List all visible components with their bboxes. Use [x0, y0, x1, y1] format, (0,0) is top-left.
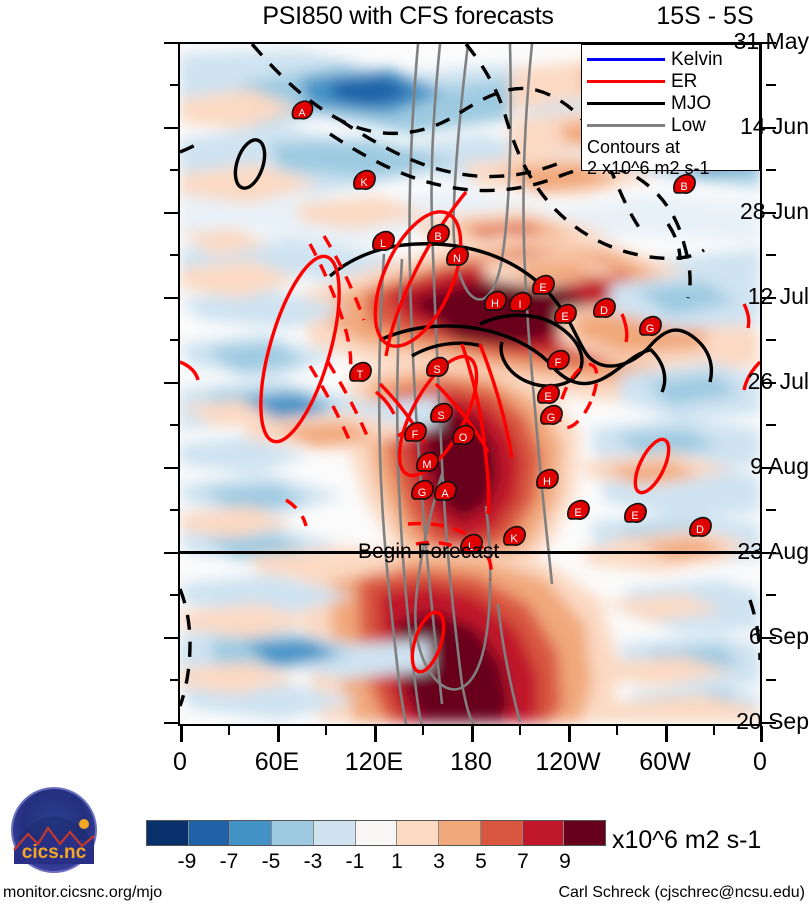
legend-item-er: ER	[587, 70, 754, 92]
colorbar-label-5: 1	[391, 850, 403, 873]
svg-text:F: F	[412, 429, 419, 441]
y-tick-label-7: 6 Sep	[748, 623, 809, 649]
y-tick-label-4: 26 Jul	[747, 368, 809, 394]
svg-text:K: K	[360, 177, 368, 189]
svg-text:T: T	[357, 369, 364, 381]
svg-text:E: E	[574, 507, 581, 519]
logo-text: cics.nc	[22, 842, 87, 863]
svg-text:H: H	[491, 298, 499, 310]
x-tick-label-6: 0	[753, 748, 767, 776]
x-tick-label-5: 60W	[639, 748, 691, 776]
svg-text:B: B	[680, 181, 687, 193]
x-tick-label-0: 0	[173, 748, 187, 776]
svg-text:H: H	[543, 476, 551, 488]
colorbar[interactable]: -9 -7 -5 -3 -1 1 3 5 7 9	[146, 820, 606, 873]
svg-text:E: E	[631, 510, 638, 522]
colorbar-label-6: 3	[433, 850, 445, 873]
legend-item-low: Low	[587, 114, 754, 136]
low-line-swatch	[587, 123, 665, 127]
er-contours-solid	[180, 190, 760, 674]
legend-label-low: Low	[671, 114, 706, 136]
colorbar-cell-5	[355, 821, 398, 845]
colorbar-cell-0	[147, 821, 189, 845]
y-tick-label-8: 20 Sep	[736, 708, 809, 734]
x-tick-label-1: 60E	[254, 748, 300, 776]
svg-text:G: G	[547, 412, 556, 424]
svg-text:A: A	[441, 488, 449, 500]
colorbar-label-2: -5	[261, 850, 281, 873]
legend-label-kelvin: Kelvin	[671, 48, 723, 70]
colorbar-label-7: 5	[475, 850, 487, 873]
svg-text:G: G	[646, 323, 655, 335]
colorbar-cell-4	[313, 821, 356, 845]
begin-forecast-label: Begin Forecast	[358, 540, 500, 563]
svg-text:L: L	[380, 238, 386, 250]
legend-item-mjo: MJO	[587, 92, 754, 114]
colorbar-cell-10	[564, 821, 606, 845]
svg-text:I: I	[518, 299, 521, 311]
svg-text:F: F	[555, 357, 562, 369]
cics-nc-logo[interactable]: cics.nc	[8, 786, 112, 874]
begin-forecast-line	[180, 551, 760, 554]
y-tick-label-5: 9 Aug	[750, 453, 809, 479]
y-tick-label-6: 23 Aug	[737, 538, 809, 564]
x-tick-label-3: 180	[450, 748, 492, 776]
title-bar: PSI850 with CFS forecasts 15S - 5S	[0, 0, 809, 34]
svg-text:S: S	[437, 410, 444, 422]
svg-text:S: S	[433, 364, 440, 376]
colorbar-units: x10^6 m2 s-1	[612, 826, 762, 854]
y-tick-label-2: 28 Jun	[739, 198, 809, 224]
svg-text:B: B	[434, 231, 441, 243]
colorbar-label-1: -7	[219, 850, 239, 873]
colorbar-cell-9	[522, 821, 565, 845]
footer-author: Carl Schreck (cjschrec@ncsu.edu)	[558, 884, 805, 901]
x-tick-label-4: 120W	[535, 748, 601, 776]
svg-text:E: E	[561, 311, 568, 323]
er-line-swatch	[587, 79, 665, 83]
colorbar-cell-2	[230, 821, 273, 845]
svg-text:A: A	[299, 108, 306, 119]
svg-text:M: M	[422, 459, 431, 471]
svg-text:E: E	[539, 282, 546, 294]
svg-text:E: E	[544, 391, 551, 403]
hovmoller-plot[interactable]: A B C B K	[178, 42, 762, 726]
colorbar-cell-7	[439, 821, 481, 845]
svg-text:K: K	[510, 533, 518, 545]
legend-label-mjo: MJO	[671, 92, 712, 114]
svg-text:O: O	[459, 432, 468, 444]
colorbar-label-4: -1	[345, 850, 365, 873]
colorbar-label-3: -3	[303, 850, 323, 873]
svg-text:N: N	[453, 253, 461, 265]
legend-note-line2: 2 x10^6 m2 s-1	[587, 158, 710, 178]
region-label: 15S - 5S	[656, 2, 754, 30]
svg-text:G: G	[418, 487, 427, 499]
svg-text:D: D	[696, 524, 704, 536]
colorbar-cell-1	[188, 821, 231, 845]
colorbar-label-8: 7	[517, 850, 529, 873]
mjo-line-swatch	[587, 101, 665, 105]
legend-item-kelvin: Kelvin	[587, 48, 754, 70]
colorbar-label-0: -9	[177, 850, 197, 873]
contour-legend: Kelvin ER MJO Low Contours at 2 x10^6 m2…	[581, 44, 760, 178]
kelvin-line-swatch	[587, 57, 665, 61]
footer-url[interactable]: monitor.cicsnc.org/mjo	[3, 884, 163, 901]
svg-text:D: D	[600, 305, 608, 317]
legend-label-er: ER	[671, 70, 698, 92]
colorbar-cell-3	[272, 821, 314, 845]
y-tick-label-1: 14 Jun	[739, 113, 809, 139]
x-tick-label-2: 120E	[344, 748, 404, 776]
y-tick-label-0: 31 May	[733, 28, 809, 54]
svg-text:L: L	[468, 541, 474, 553]
colorbar-strip[interactable]	[146, 820, 606, 846]
legend-note-line1: Contours at	[587, 137, 681, 157]
page-title: PSI850 with CFS forecasts	[262, 2, 554, 30]
plot-canvas: A B C B K	[180, 44, 760, 724]
colorbar-cell-8	[480, 821, 523, 845]
mjo-contours-dashed	[180, 44, 760, 707]
colorbar-label-9: 9	[559, 850, 571, 873]
colorbar-cell-6	[397, 821, 440, 845]
y-tick-label-3: 12 Jul	[747, 283, 809, 309]
